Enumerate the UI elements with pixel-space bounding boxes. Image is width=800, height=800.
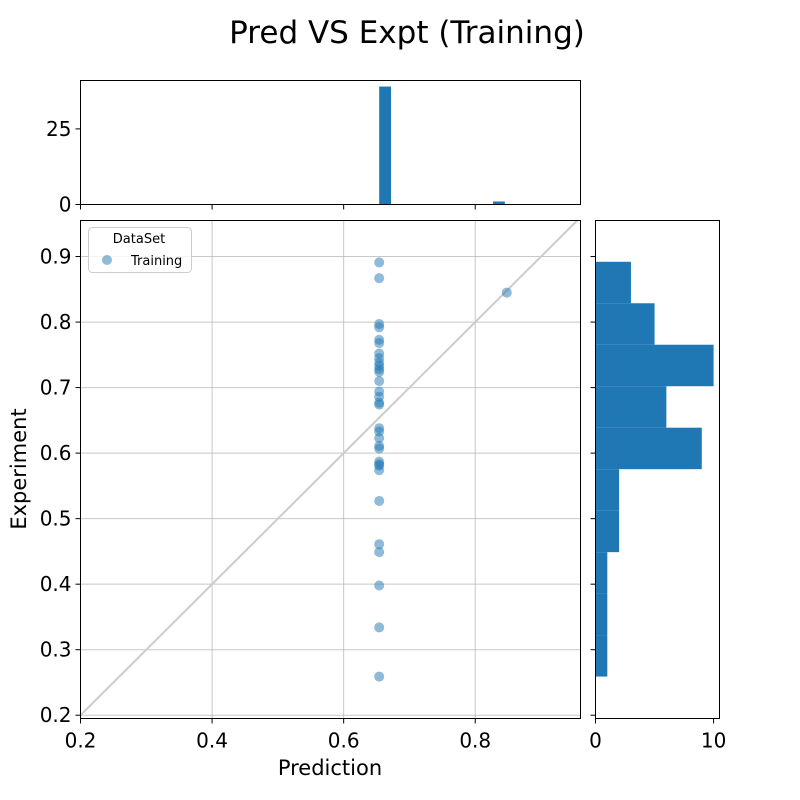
y-tick-label: 0.8: [40, 310, 72, 334]
scatter-point: [374, 547, 385, 558]
scatter-y-ticks: 0.2 0.3 0.4 0.5 0.6 0.7 0.8 0.9: [40, 245, 81, 727]
right-histogram-bar: [595, 261, 631, 304]
x-tick-label: 0.8: [459, 729, 491, 753]
y-tick-label: 0.2: [40, 703, 72, 727]
x-tick-label: 0.4: [196, 729, 228, 753]
scatter-point: [374, 366, 385, 377]
scatter-point: [374, 273, 385, 284]
scatter-point: [374, 580, 385, 591]
top-histogram-y-ticks: 0 25: [46, 117, 81, 217]
top-histogram-bars: [379, 86, 505, 205]
right-histogram-bar: [595, 344, 714, 387]
legend: DataSet Training: [88, 227, 192, 273]
identity-line: [79, 219, 578, 716]
scatter-point: [374, 443, 385, 454]
y-tick-label: 0.4: [40, 572, 72, 596]
right-x-tick-label: 10: [701, 729, 726, 753]
top-histogram-frame: [80, 80, 581, 205]
scatter-point: [374, 338, 385, 349]
legend-box: [88, 227, 192, 273]
y-tick-label: 0.6: [40, 441, 72, 465]
right-x-tick-label: 0: [589, 729, 602, 753]
scatter-point: [374, 433, 385, 444]
legend-title: DataSet: [113, 232, 165, 247]
scatter-point: [374, 539, 385, 550]
scatter-point: [374, 495, 385, 506]
scatter-point: [374, 671, 385, 682]
right-histogram-bar: [595, 635, 608, 677]
scatter-point: [374, 465, 385, 476]
right-histogram-bar: [595, 303, 655, 345]
x-axis-label: Prediction: [278, 756, 382, 780]
scatter-point: [374, 322, 385, 333]
top-histogram-bar: [379, 86, 392, 205]
right-histogram-frame: [595, 220, 720, 719]
scatter-point: [374, 257, 385, 268]
chart-title: Pred VS Expt (Training): [229, 15, 585, 51]
top-histogram: 0 25: [46, 80, 581, 217]
x-tick-label: 0.2: [65, 729, 97, 753]
legend-label: Training: [130, 254, 182, 269]
scatter-plot: 0.2 0.4 0.6 0.8 0.2 0.3 0.4 0.5 0.6 0.7 0.8 0.9 Pr…: [7, 219, 581, 780]
y-axis-label: Experiment: [7, 408, 31, 529]
y-tick-label: 0.9: [40, 245, 72, 269]
scatter-x-ticks: 0.2 0.4 0.6 0.8: [65, 718, 491, 753]
right-histogram-bar: [595, 386, 667, 428]
scatter-point: [374, 399, 385, 410]
y-tick-label: 0.7: [40, 376, 72, 400]
scatter-point: [374, 622, 385, 633]
x-tick-label: 0.6: [328, 729, 360, 753]
scatter-point: [501, 287, 512, 298]
scatter-frame: [80, 220, 581, 719]
top-histogram-bar: [493, 201, 505, 205]
scatter-points: [374, 257, 512, 682]
top-y-tick-label: 25: [46, 117, 71, 141]
right-histogram-x-ticks: 0 10: [589, 718, 726, 753]
legend-marker: [102, 255, 112, 265]
right-histogram-bars: [595, 261, 714, 677]
right-histogram-bar: [595, 427, 702, 470]
right-histogram-bar: [595, 510, 620, 553]
y-tick-label: 0.3: [40, 638, 72, 662]
right-histogram-bar: [595, 593, 608, 636]
right-histogram: 0 10: [589, 220, 726, 753]
right-histogram-y-ticks: [590, 256, 596, 716]
right-histogram-bar: [595, 469, 620, 511]
top-histogram-x-ticks: [80, 204, 476, 210]
scatter-point: [374, 376, 385, 387]
top-y-tick-label: 0: [59, 193, 72, 217]
right-histogram-bar: [595, 552, 608, 594]
y-tick-label: 0.5: [40, 507, 72, 531]
